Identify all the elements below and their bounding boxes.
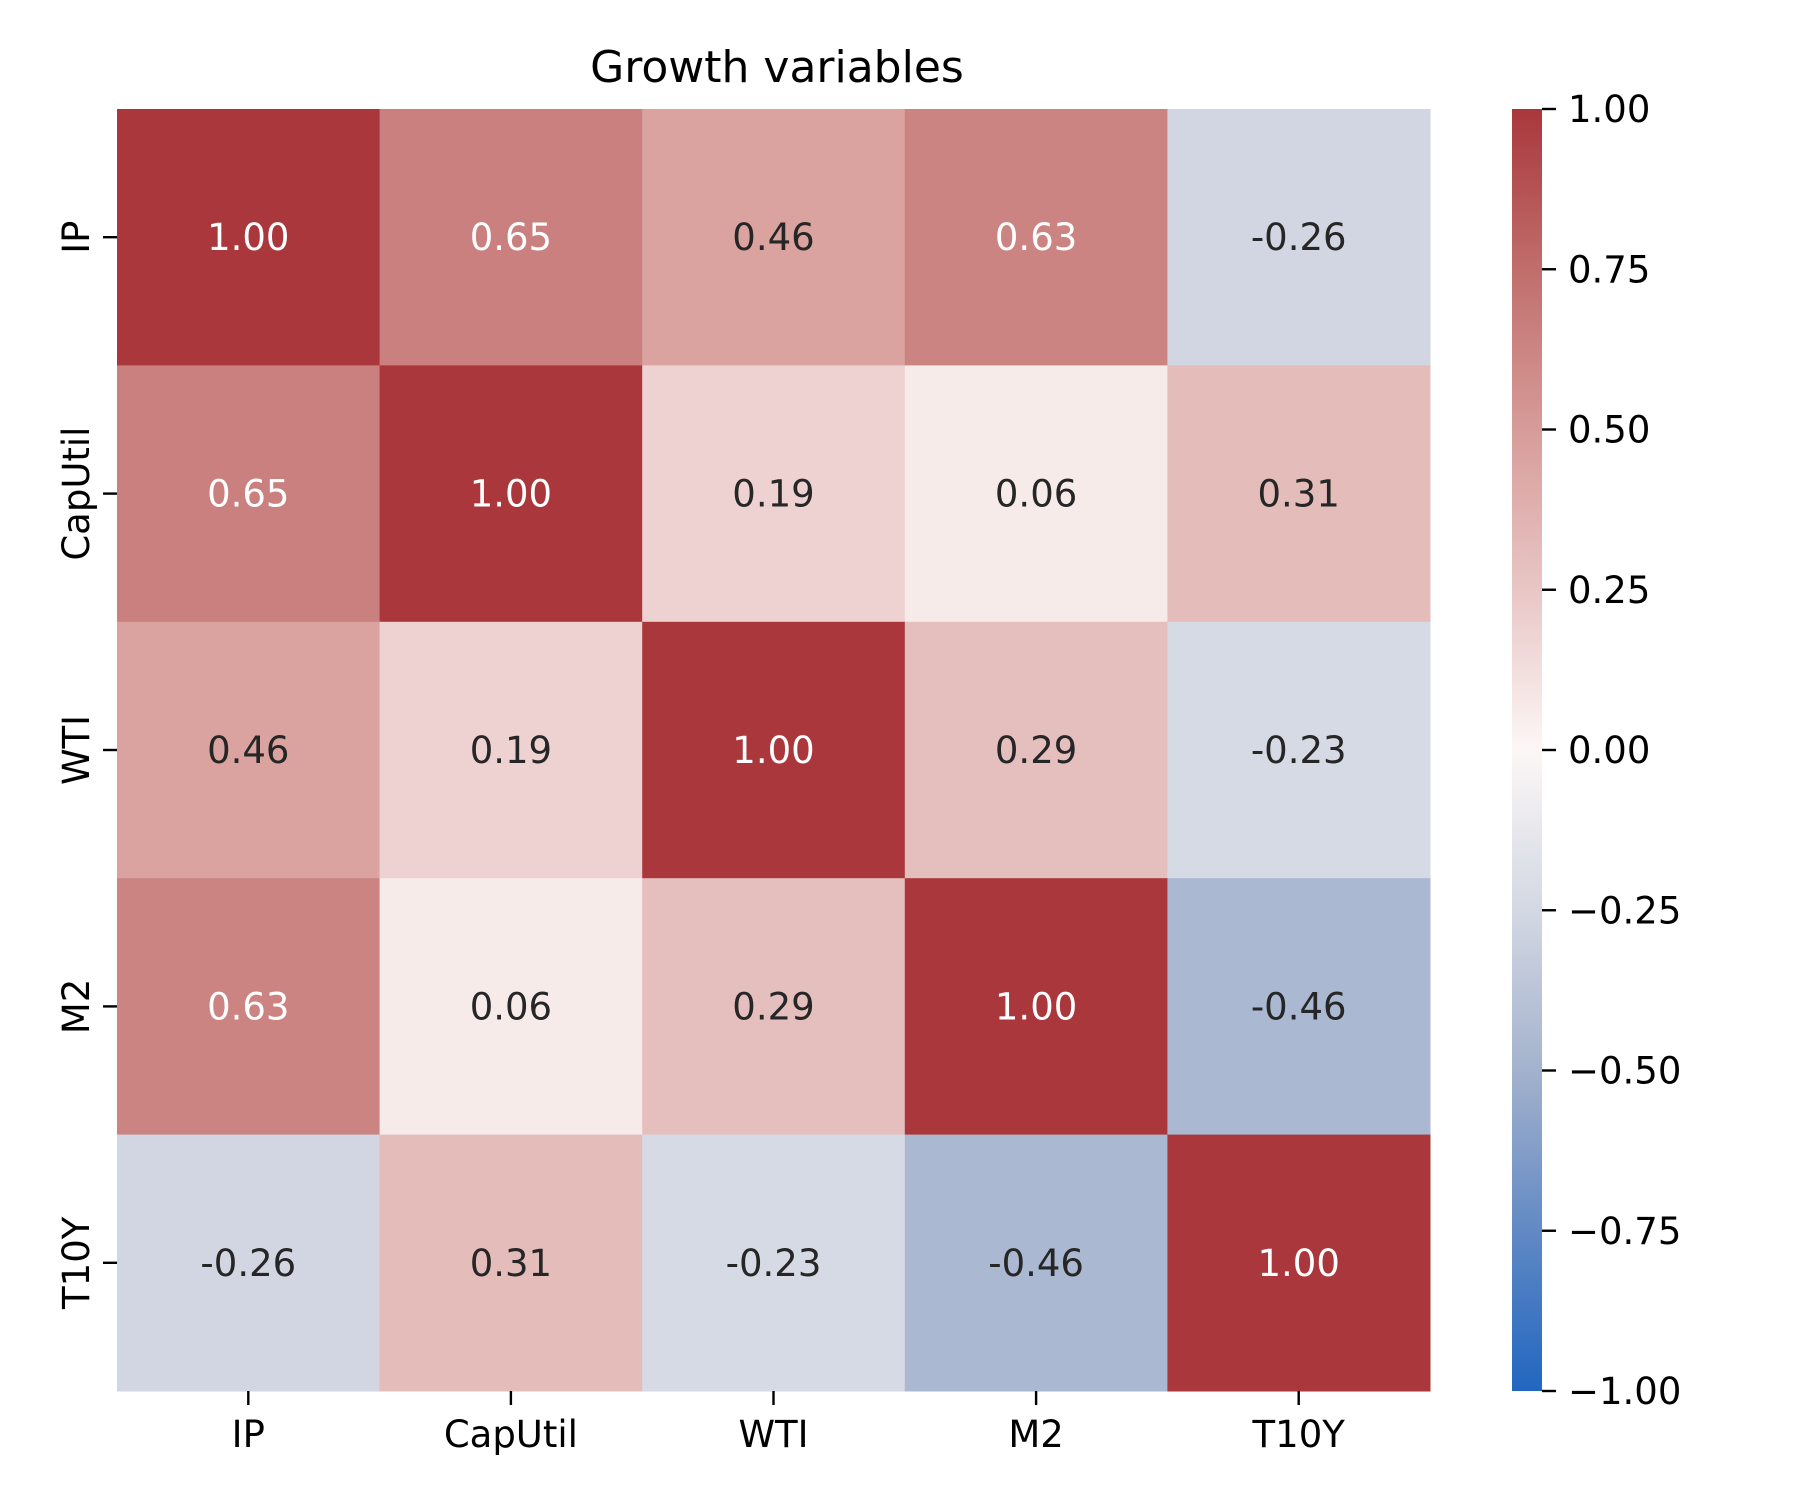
cell-value-label: 0.46 xyxy=(732,216,814,259)
heatmap-cell xyxy=(904,365,1168,623)
y-tick-label: IP xyxy=(55,221,98,254)
heatmap-cell xyxy=(1167,365,1431,623)
cell-value-label: 0.19 xyxy=(470,729,552,772)
colorbar-tick-label: −0.50 xyxy=(1568,1050,1681,1093)
y-tick-label: T10Y xyxy=(55,1216,98,1310)
colorbar-tick-label: 0.25 xyxy=(1568,569,1650,612)
cell-value-label: -0.26 xyxy=(200,1242,296,1285)
heatmap-cell xyxy=(642,878,906,1136)
cell-value-label: 0.29 xyxy=(995,729,1077,772)
cell-value-label: 1.00 xyxy=(207,216,289,259)
colorbar-tick-label: 0.00 xyxy=(1568,729,1650,772)
heatmap-cells xyxy=(117,109,1431,1392)
colorbar-tick-label: 0.75 xyxy=(1568,248,1650,291)
heatmap-cell xyxy=(1167,109,1431,366)
cell-value-label: -0.23 xyxy=(726,1242,822,1285)
heatmap-cell xyxy=(1167,1134,1431,1392)
x-tick-label: M2 xyxy=(1008,1413,1063,1456)
heatmap-cell xyxy=(117,365,381,623)
cell-value-label: 0.31 xyxy=(1258,473,1340,516)
cell-value-label: 0.46 xyxy=(207,729,289,772)
heatmap-cell xyxy=(117,621,381,879)
heatmap-cell xyxy=(117,878,381,1136)
y-tick-label: CapUtil xyxy=(55,427,98,561)
y-axis: IP CapUtil WTI M2 T10Y xyxy=(55,221,117,1310)
colorbar: 1.00 0.75 0.50 0.25 0.00 −0.25 −0.50 −0.75 −1.00 xyxy=(1512,88,1681,1413)
cell-value-label: 0.63 xyxy=(995,216,1077,259)
heatmap-cell xyxy=(904,878,1168,1136)
cell-value-label: 0.63 xyxy=(207,985,289,1028)
heatmap-cell xyxy=(379,109,643,366)
heatmap-cell xyxy=(642,109,906,366)
heatmap-cell xyxy=(379,621,643,879)
cell-value-label: 1.00 xyxy=(995,985,1077,1028)
heatmap-cell xyxy=(642,621,906,879)
cell-value-label: 1.00 xyxy=(1258,1242,1340,1285)
cell-value-label: -0.26 xyxy=(1251,216,1347,259)
x-axis: IP CapUtil WTI M2 T10Y xyxy=(232,1391,1346,1456)
colorbar-tick-label: −0.25 xyxy=(1568,889,1681,932)
heatmap-cell xyxy=(379,1134,643,1392)
cell-value-label: 0.65 xyxy=(207,473,289,516)
colorbar-bar xyxy=(1512,109,1542,1391)
cell-value-label: 1.00 xyxy=(732,729,814,772)
heatmap-cell xyxy=(904,1134,1168,1392)
heatmap-cell xyxy=(379,365,643,623)
heatmap-cell xyxy=(904,109,1168,366)
chart-title: Growth variables xyxy=(590,42,964,93)
heatmap-cell xyxy=(642,1134,906,1392)
heatmap-cell xyxy=(117,109,381,366)
heatmap-cell-labels: 1.00 0.65 0.46 0.63 -0.26 0.65 1.00 0.19 0.06 0.3… xyxy=(200,216,1346,1285)
cell-value-label: -0.23 xyxy=(1251,729,1347,772)
x-tick-label: WTI xyxy=(738,1413,808,1456)
heatmap-cell xyxy=(642,365,906,623)
heatmap-cell xyxy=(379,878,643,1136)
heatmap-cell xyxy=(904,621,1168,879)
cell-value-label: 0.29 xyxy=(732,985,814,1028)
heatmap-cell xyxy=(1167,878,1431,1136)
heatmap-cell xyxy=(1167,621,1431,879)
y-tick-label: WTI xyxy=(55,715,98,785)
cell-value-label: 0.65 xyxy=(470,216,552,259)
colorbar-tick-label: 0.50 xyxy=(1568,409,1650,452)
colorbar-tick-label: 1.00 xyxy=(1568,88,1650,131)
cell-value-label: 0.06 xyxy=(995,473,1077,516)
y-tick-label: M2 xyxy=(55,979,98,1034)
cell-value-label: 0.31 xyxy=(470,1242,552,1285)
cell-value-label: 1.00 xyxy=(470,473,552,516)
x-tick-label: T10Y xyxy=(1252,1413,1346,1456)
x-tick-label: CapUtil xyxy=(444,1413,578,1456)
colorbar-tick-label: −0.75 xyxy=(1568,1210,1681,1253)
x-tick-label: IP xyxy=(232,1413,265,1456)
heatmap-cell xyxy=(117,1134,381,1392)
colorbar-tick-label: −1.00 xyxy=(1568,1370,1681,1413)
cell-value-label: -0.46 xyxy=(1251,985,1347,1028)
cell-value-label: -0.46 xyxy=(988,1242,1084,1285)
cell-value-label: 0.19 xyxy=(732,473,814,516)
cell-value-label: 0.06 xyxy=(470,985,552,1028)
